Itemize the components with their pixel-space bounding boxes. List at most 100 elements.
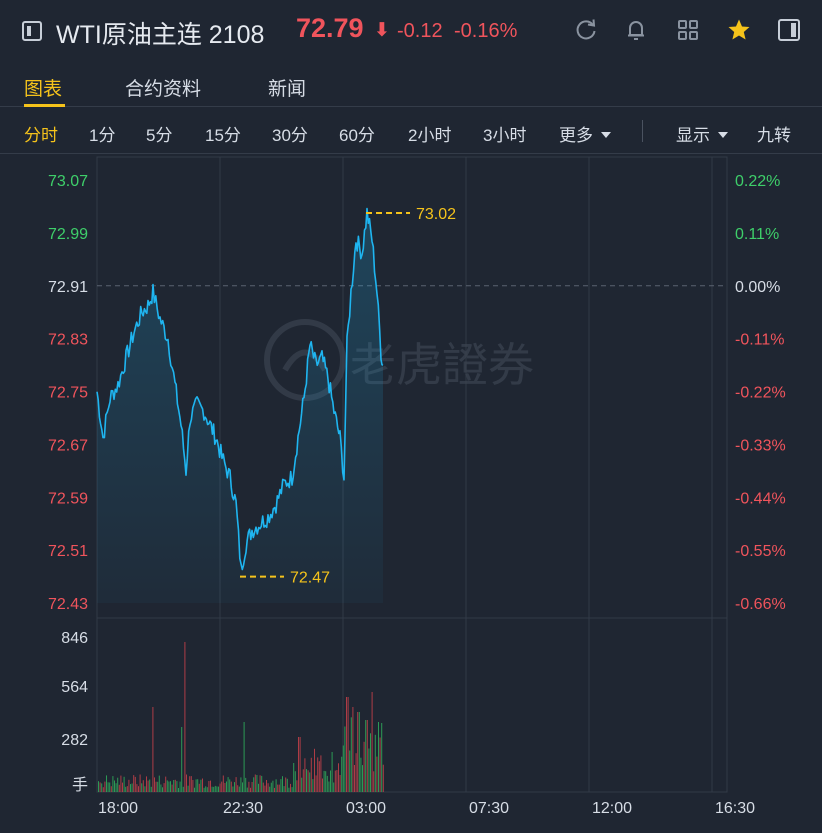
time-tick-label: 18:00 bbox=[98, 800, 138, 817]
volume-bar bbox=[370, 733, 371, 792]
volume-bar bbox=[270, 782, 272, 792]
refresh-icon[interactable] bbox=[573, 17, 599, 43]
volume-bar bbox=[149, 779, 151, 792]
price-area-fill bbox=[97, 208, 383, 603]
star-icon[interactable] bbox=[726, 17, 752, 43]
volume-bar bbox=[99, 782, 101, 792]
price-tick-label: 73.07 bbox=[48, 173, 88, 190]
volume-bar bbox=[242, 782, 243, 792]
period-3h[interactable]: 3小时 bbox=[483, 126, 527, 145]
volume-bar bbox=[101, 783, 103, 792]
volume-bar bbox=[291, 787, 293, 792]
volume-bar bbox=[315, 775, 317, 792]
volume-bar bbox=[123, 776, 125, 792]
volume-bar bbox=[224, 783, 226, 792]
volume-bar bbox=[282, 776, 283, 792]
volume-bar bbox=[318, 761, 320, 792]
period-30min[interactable]: 30分 bbox=[272, 126, 308, 145]
bell-icon[interactable] bbox=[623, 17, 649, 43]
volume-tick-label: 846 bbox=[61, 630, 88, 647]
time-tick-label: 16:30 bbox=[715, 800, 755, 817]
quote-header: WTI原油主连 2108 72.79 ⬇ -0.12 -0.16% bbox=[0, 0, 822, 62]
volume-bar bbox=[378, 722, 379, 792]
volume-bar bbox=[338, 763, 339, 792]
volume-bar bbox=[154, 777, 155, 792]
volume-bar bbox=[173, 780, 175, 792]
percent-tick-label: 0.00% bbox=[735, 279, 780, 296]
volume-bar bbox=[112, 776, 114, 792]
volume-bar bbox=[227, 777, 229, 792]
price-tick-label: 72.59 bbox=[48, 490, 88, 507]
volume-bar bbox=[171, 784, 173, 792]
volume-bar bbox=[342, 745, 344, 792]
period-intraday[interactable]: 分时 bbox=[24, 126, 58, 145]
tab-chart[interactable]: 图表 bbox=[24, 79, 63, 100]
volume-bar bbox=[258, 783, 259, 792]
tab-contract-info[interactable]: 合约资料 bbox=[125, 79, 202, 100]
volume-bar bbox=[203, 787, 205, 792]
volume-bar bbox=[240, 777, 242, 792]
display-dropdown[interactable]: 显示 bbox=[676, 121, 728, 146]
tab-news[interactable]: 新闻 bbox=[268, 79, 307, 100]
percent-tick-label: 0.22% bbox=[735, 173, 780, 190]
panel-toggle-icon[interactable] bbox=[22, 21, 42, 41]
volume-bar bbox=[221, 781, 223, 792]
volume-bar bbox=[115, 783, 117, 792]
percent-tick-label: -0.44% bbox=[735, 490, 786, 507]
volume-bars bbox=[98, 642, 384, 792]
volume-bar bbox=[355, 753, 357, 792]
volume-bar bbox=[362, 765, 363, 792]
volume-bar bbox=[192, 780, 194, 792]
volume-bar bbox=[326, 775, 328, 792]
volume-bar bbox=[210, 780, 211, 792]
volume-bar bbox=[245, 777, 247, 792]
grid-icon[interactable] bbox=[675, 17, 701, 43]
high-label: 73.02 bbox=[416, 206, 456, 223]
percent-tick-label: -0.66% bbox=[735, 596, 786, 613]
volume-bar bbox=[304, 758, 306, 792]
period-1min[interactable]: 1分 bbox=[89, 126, 116, 145]
nine-turn-button[interactable]: 九转 bbox=[757, 126, 791, 145]
volume-bar bbox=[238, 786, 240, 792]
more-dropdown[interactable]: 更多 bbox=[559, 121, 611, 146]
intraday-chart[interactable]: 老虎證券 73.07 0.22%72.99 0.11%72.91 0.00%72.83… bbox=[0, 155, 822, 833]
price-tick-label: 72.43 bbox=[48, 596, 88, 613]
volume-bar bbox=[166, 780, 168, 792]
time-tick-label: 12:00 bbox=[592, 800, 632, 817]
volume-bar bbox=[182, 786, 184, 792]
axis-labels: 73.07 0.22% 72.99 0.11% 72.91 0.00% 72.83 -0.11… bbox=[48, 173, 786, 817]
volume-bar bbox=[275, 779, 277, 792]
volume-bar bbox=[141, 783, 143, 792]
volume-bar bbox=[131, 783, 133, 792]
sidebar-toggle-icon[interactable] bbox=[776, 17, 802, 43]
volume-bar bbox=[106, 775, 107, 792]
volume-tick-label: 282 bbox=[61, 732, 88, 749]
volume-bar bbox=[165, 776, 167, 792]
time-tick-label: 03:00 bbox=[346, 800, 386, 817]
volume-bar bbox=[128, 779, 130, 792]
volume-bar bbox=[280, 779, 282, 792]
volume-bar bbox=[232, 786, 234, 792]
volume-bar bbox=[104, 781, 106, 792]
volume-bar bbox=[267, 783, 269, 792]
volume-bar bbox=[142, 780, 144, 792]
volume-bar bbox=[179, 781, 181, 792]
period-2h[interactable]: 2小时 bbox=[408, 126, 452, 145]
period-5min[interactable]: 5分 bbox=[146, 126, 173, 145]
volume-bar bbox=[194, 787, 195, 792]
volume-bar bbox=[259, 775, 261, 792]
volume-bar bbox=[253, 777, 255, 792]
volume-unit-label: 手 bbox=[72, 776, 88, 794]
volume-bar bbox=[160, 784, 162, 792]
volume-bar bbox=[368, 748, 370, 792]
volume-bar bbox=[286, 778, 288, 792]
display-label: 显示 bbox=[676, 126, 710, 145]
period-15min[interactable]: 15分 bbox=[205, 126, 241, 145]
low-label: 72.47 bbox=[290, 570, 330, 587]
volume-bar bbox=[117, 777, 119, 792]
period-60min[interactable]: 60分 bbox=[339, 126, 375, 145]
volume-bar bbox=[350, 717, 352, 792]
volume-bar bbox=[347, 697, 349, 792]
volume-bar bbox=[274, 787, 275, 792]
volume-bar bbox=[293, 763, 295, 792]
